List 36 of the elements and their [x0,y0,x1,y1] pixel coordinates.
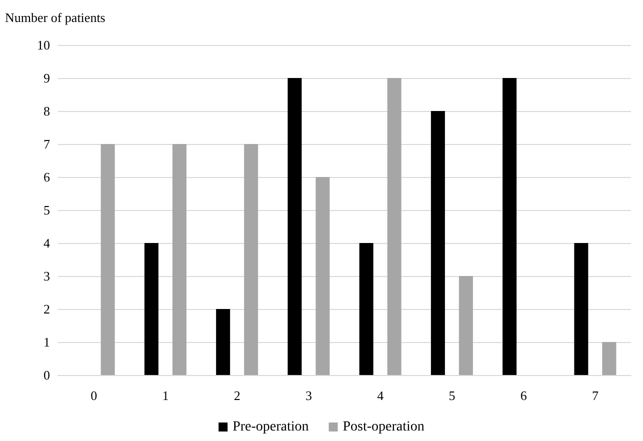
x-tick-label: 7 [592,388,599,403]
legend-label: Post-operation [342,420,424,434]
bar [100,144,115,375]
bar [387,78,402,375]
x-tick-label: 4 [377,388,384,403]
bar [244,144,258,375]
y-tick-label: 3 [44,268,50,284]
bar [502,78,517,375]
bar [144,243,158,375]
bar [458,276,473,375]
y-tick-label: 10 [37,38,50,52]
y-tick-label: 4 [44,236,50,250]
bar [574,243,588,375]
bar [172,144,186,375]
y-tick-label: 1 [44,334,50,350]
bar [316,177,330,375]
x-tick-label: 0 [90,388,98,403]
x-tick-label: 2 [234,388,240,403]
legend-label: Pre-operation [232,420,309,434]
bar [288,78,302,375]
bar [602,342,616,375]
y-tick-label: 7 [44,136,50,152]
y-tick-label: 0 [44,368,50,382]
bar [359,243,374,375]
y-tick-label: 9 [44,70,50,86]
x-tick-label: 6 [520,388,528,403]
bar [430,111,445,375]
y-tick-label: 6 [44,170,50,184]
y-tick-label: 8 [44,104,50,118]
y-tick-label: 5 [44,202,50,218]
bar [216,309,230,375]
x-tick-label: 1 [162,388,169,403]
x-tick-label: 3 [305,388,312,403]
y-axis-title: Number of patients [5,10,106,25]
x-tick-label: 5 [448,388,456,403]
y-tick-label: 2 [44,302,50,316]
